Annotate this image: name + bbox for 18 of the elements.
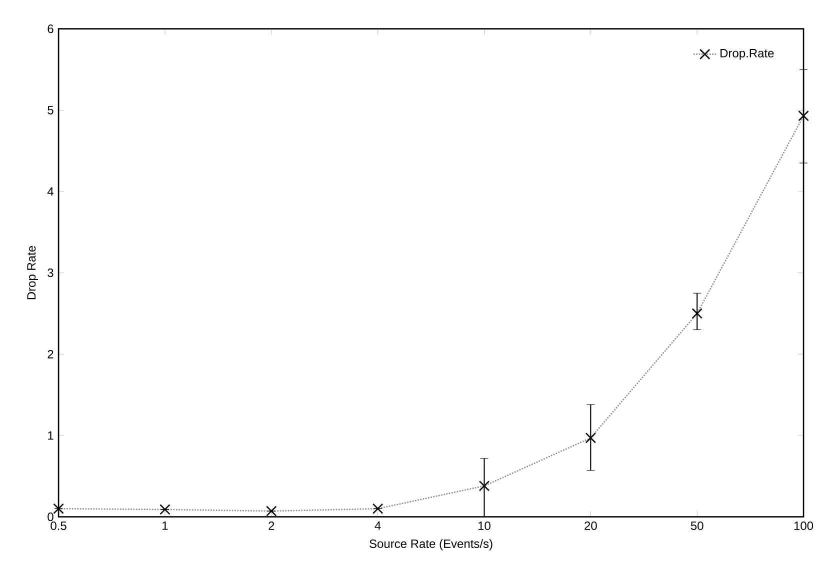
x-tick-label: 2 (268, 522, 274, 530)
x-tick-label: 10 (478, 522, 490, 530)
x-tick-label: 1 (162, 522, 168, 530)
y-tick-label: 2 (48, 350, 54, 358)
x-axis-title: Source Rate (Events/s) (370, 539, 492, 550)
y-axis-title: Drop Rate (27, 246, 38, 300)
y-tick-label: 6 (48, 24, 54, 34)
x-tick-label: 50 (690, 522, 704, 530)
y-tick-label: 3 (48, 268, 54, 278)
x-tick-label: 4 (374, 522, 381, 530)
y-tick-label: 1 (48, 431, 54, 440)
x-tick-label: 100 (794, 522, 814, 530)
legend-label: Drop.Rate (720, 49, 774, 60)
x-tick-label: 20 (584, 522, 597, 530)
x-tick-label: 0.5 (50, 522, 66, 530)
y-tick-label: 5 (48, 106, 54, 114)
y-tick-label: 4 (47, 187, 54, 196)
y-tick-label: 0 (48, 512, 54, 522)
